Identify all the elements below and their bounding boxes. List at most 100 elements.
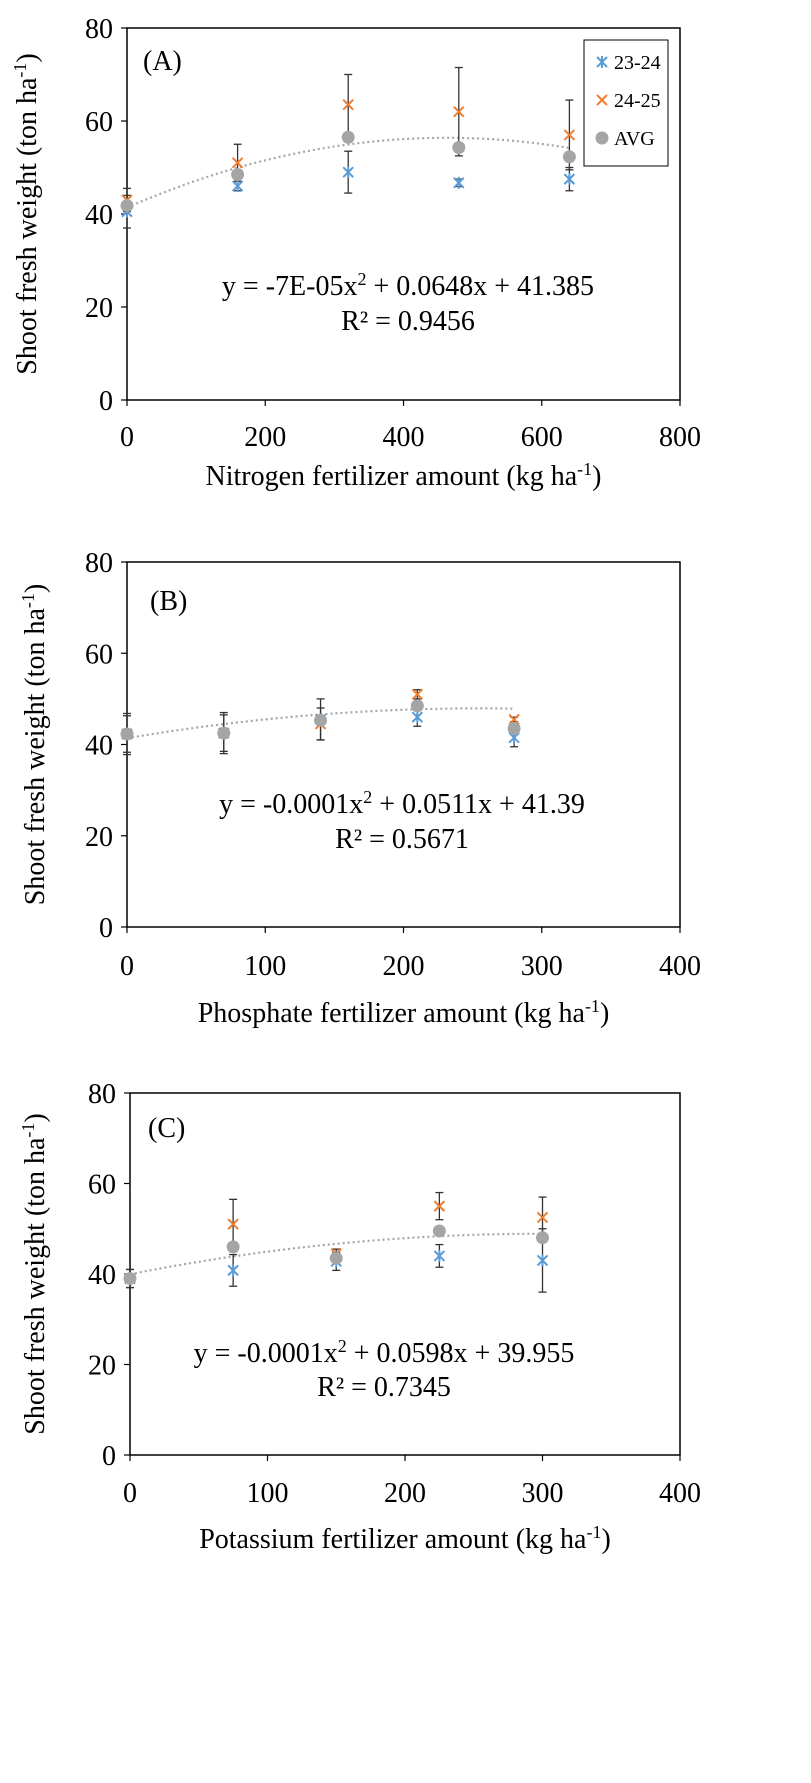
data-point bbox=[596, 56, 608, 68]
y-axis-label-group: Shoot fresh weight (ton ha-1) bbox=[18, 1113, 51, 1434]
plot-area bbox=[126, 561, 681, 928]
data-point bbox=[563, 173, 576, 186]
chart-panel-3: 0 20 40 60 80 0 100 200 300 400 Potassium fertiliz… bbox=[18, 1079, 701, 1555]
data-point bbox=[536, 1254, 549, 1267]
data-point bbox=[536, 1231, 549, 1245]
data-point bbox=[341, 130, 355, 144]
legend-entry: 24-25 bbox=[596, 90, 661, 112]
x-tick-label: 0 bbox=[123, 1478, 137, 1509]
trendline bbox=[129, 1232, 543, 1276]
trendline bbox=[126, 136, 570, 209]
x-tick-label: 300 bbox=[522, 1478, 564, 1509]
chart-panel-2: 0 20 40 60 80 0 100 200 300 400 Phosphate fertiliz… bbox=[18, 548, 701, 1029]
data-point bbox=[453, 176, 465, 189]
data-point bbox=[120, 199, 134, 213]
y-tick-label: 20 bbox=[85, 293, 113, 324]
x-axis-label: Potassium fertilizer amount (kg ha-1) bbox=[199, 1522, 611, 1555]
y-tick-label: 40 bbox=[85, 731, 113, 762]
x-tick-label: 200 bbox=[383, 951, 425, 982]
data-point bbox=[227, 1264, 239, 1277]
y-tick-label: 0 bbox=[99, 386, 113, 417]
data-point bbox=[231, 167, 245, 181]
data-point bbox=[329, 1251, 343, 1265]
series-markers-AVG bbox=[120, 699, 521, 741]
legend-label: AVG bbox=[614, 128, 655, 150]
y-tick-label: 80 bbox=[85, 548, 113, 579]
r-squared: R² = 0.9456 bbox=[341, 306, 475, 337]
data-point bbox=[595, 131, 609, 145]
y-axis-label-group: Shoot fresh weight (ton ha-1) bbox=[18, 584, 51, 905]
x-tick-label: 200 bbox=[384, 1478, 426, 1509]
y-axis-label: Shoot fresh weight (ton ha-1) bbox=[18, 584, 51, 905]
y-tick-label: 0 bbox=[102, 1441, 116, 1472]
series-markers-AVG bbox=[123, 1224, 549, 1286]
r-squared: R² = 0.5671 bbox=[335, 824, 469, 855]
data-point bbox=[508, 713, 520, 726]
data-point bbox=[432, 1224, 446, 1238]
series-markers-24-25 bbox=[124, 1200, 549, 1285]
data-point bbox=[507, 722, 521, 736]
data-point bbox=[596, 94, 608, 106]
data-point bbox=[231, 157, 244, 169]
x-tick-label: 400 bbox=[659, 1478, 701, 1509]
data-point bbox=[227, 1218, 239, 1230]
series-markers-23-24 bbox=[121, 166, 576, 218]
x-tick-label: 0 bbox=[120, 951, 134, 982]
x-tick-label: 100 bbox=[244, 951, 286, 982]
data-point bbox=[410, 699, 424, 713]
r-squared: R² = 0.7345 bbox=[317, 1372, 451, 1403]
data-point bbox=[453, 105, 465, 118]
panel-label: (A) bbox=[143, 46, 182, 77]
x-tick-label: 400 bbox=[659, 951, 701, 982]
x-tick-label: 100 bbox=[247, 1478, 289, 1509]
data-point bbox=[342, 99, 354, 111]
data-point bbox=[342, 166, 354, 179]
y-tick-label: 60 bbox=[85, 107, 113, 138]
series-markers-AVG bbox=[120, 130, 576, 213]
data-point bbox=[411, 688, 424, 701]
y-tick-label: 60 bbox=[88, 1170, 116, 1201]
x-tick-label: 400 bbox=[383, 422, 425, 453]
x-tick-label: 300 bbox=[521, 951, 563, 982]
data-point bbox=[433, 1200, 446, 1212]
data-point bbox=[411, 711, 424, 724]
y-tick-label: 80 bbox=[85, 14, 113, 45]
legend-entry: 23-24 bbox=[596, 52, 661, 74]
y-axis-label: Shoot fresh weight (ton ha-1) bbox=[10, 53, 43, 374]
legend-label: 23-24 bbox=[614, 52, 661, 74]
data-point bbox=[452, 141, 466, 155]
y-tick-label: 60 bbox=[85, 639, 113, 670]
y-tick-label: 0 bbox=[99, 913, 113, 944]
data-point bbox=[562, 150, 576, 164]
y-tick-label: 40 bbox=[88, 1260, 116, 1291]
data-point bbox=[226, 1240, 240, 1254]
data-point bbox=[123, 1272, 137, 1286]
x-tick-label: 600 bbox=[521, 422, 563, 453]
trendline-equation: y = -0.0001x2 + 0.0511x + 41.39 bbox=[219, 787, 585, 820]
data-point bbox=[536, 1211, 549, 1224]
series-23-24 bbox=[123, 150, 574, 229]
y-axis-label-group: Shoot fresh weight (ton ha-1) bbox=[10, 53, 43, 374]
data-point bbox=[120, 727, 134, 741]
y-axis-label: Shoot fresh weight (ton ha-1) bbox=[18, 1113, 51, 1434]
y-tick-label: 20 bbox=[85, 822, 113, 853]
x-axis-label: Phosphate fertilizer amount (kg ha-1) bbox=[198, 996, 610, 1029]
series-24-25 bbox=[126, 1191, 547, 1289]
x-tick-label: 200 bbox=[244, 422, 286, 453]
trendline-equation: y = -0.0001x2 + 0.0598x + 39.955 bbox=[194, 1336, 575, 1369]
x-tick-label: 800 bbox=[659, 422, 701, 453]
legend-entry: AVG bbox=[595, 128, 655, 150]
data-point bbox=[314, 713, 328, 727]
data-point bbox=[217, 726, 231, 740]
x-axis-label: Nitrogen fertilizer amount (kg ha-1) bbox=[206, 459, 602, 492]
legend-label: 24-25 bbox=[614, 90, 661, 112]
data-point bbox=[231, 180, 244, 193]
legend: 23-24 24-25 AVG bbox=[583, 39, 669, 167]
data-point bbox=[563, 129, 576, 141]
y-tick-label: 40 bbox=[85, 200, 113, 231]
y-tick-label: 20 bbox=[88, 1351, 116, 1382]
panel-label: (B) bbox=[150, 586, 187, 617]
x-tick-label: 0 bbox=[120, 422, 134, 453]
